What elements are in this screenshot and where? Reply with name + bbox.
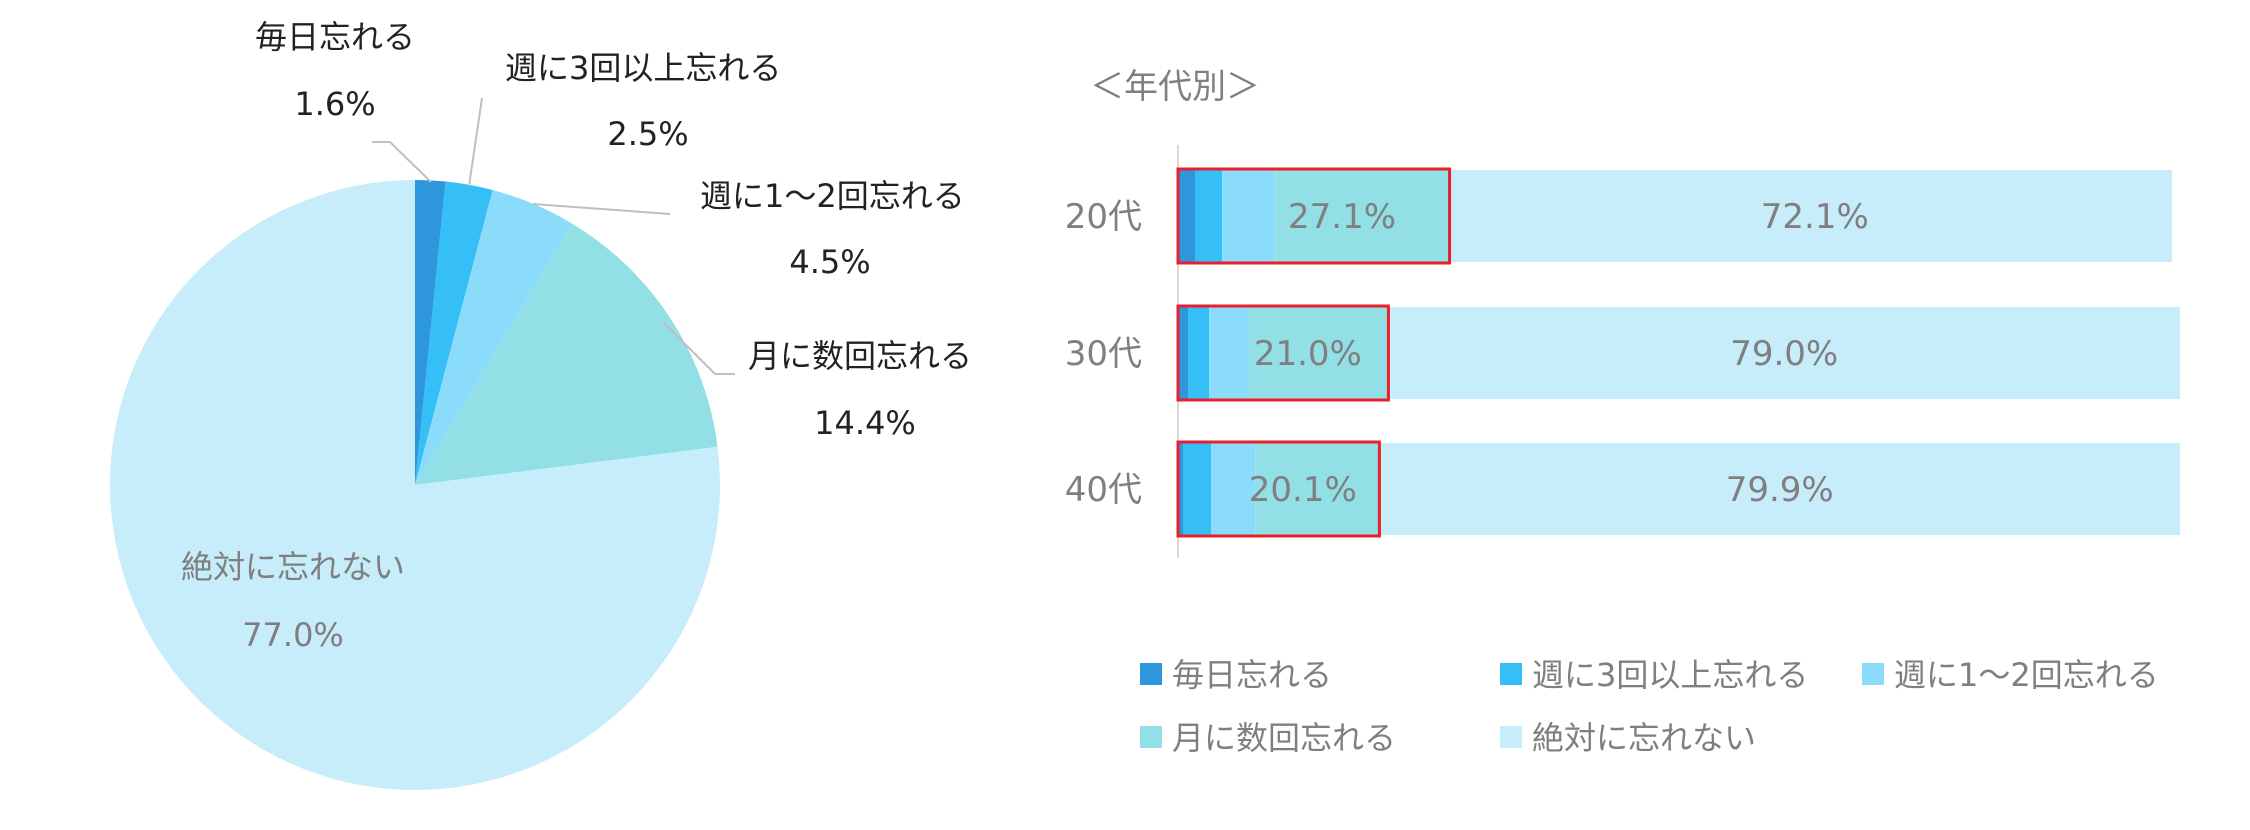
- bar-segment-monthly: [1249, 307, 1389, 399]
- bar-segment-weekly-1to2: [1209, 307, 1250, 399]
- legend-item-daily: 毎日忘れる: [1140, 656, 1332, 694]
- bar-segment-weekly-1to2: [1211, 443, 1256, 535]
- pie-slice-monthly: [415, 223, 718, 485]
- pie-chart: 毎日忘れる 1.6% 週に3回以上忘れる 2.5% 週に1～2回忘れる 4.5% 月に数回忘…: [109, 18, 972, 790]
- bar-segment-weekly-1to2: [1222, 170, 1276, 262]
- bar-segment-weekly-3plus: [1195, 170, 1223, 262]
- legend-label: 毎日忘れる: [1172, 656, 1332, 694]
- pie-value-monthly: 14.4%: [814, 404, 916, 442]
- bar-segment-weekly-3plus: [1183, 443, 1212, 535]
- legend-swatch: [1862, 663, 1884, 685]
- legend-swatch: [1500, 663, 1522, 685]
- bar-segment-daily: [1178, 170, 1196, 262]
- pie-labels: 毎日忘れる 1.6% 週に3回以上忘れる 2.5% 週に1～2回忘れる 4.5% 月に数回忘…: [181, 18, 972, 654]
- bar-segment-never: [1449, 170, 2172, 262]
- pie-value-never: 77.0%: [242, 616, 344, 654]
- pie-label-weekly-3plus: 週に3回以上忘れる: [505, 49, 781, 87]
- pie-slice-daily: [415, 180, 446, 485]
- leader-line-daily: [372, 141, 432, 183]
- forgetting-highlight-box: [1176, 167, 1452, 265]
- pie-value-weekly-1to2: 4.5%: [789, 243, 870, 281]
- bar-segment-monthly: [1255, 443, 1380, 535]
- category-label: 30代: [1065, 334, 1142, 374]
- pie-label-monthly: 月に数回忘れる: [748, 337, 972, 375]
- legend-item-monthly: 月に数回忘れる: [1140, 719, 1396, 757]
- bar-chart-title: ＜年代別＞: [1090, 67, 1260, 107]
- forgetting-total-label: 21.0%: [1254, 334, 1362, 374]
- legend-label: 週に3回以上忘れる: [1532, 656, 1808, 694]
- bar-row-3: 40代 20.1% 79.9%: [1065, 440, 2180, 538]
- leader-line-weekly-1to2: [532, 203, 671, 215]
- forgetting-highlight-box: [1176, 304, 1390, 402]
- forgetting-total-label: 27.1%: [1288, 197, 1396, 237]
- category-label: 20代: [1065, 197, 1142, 237]
- bar-segment-monthly: [1275, 170, 1450, 262]
- bar-row-1: 20代 27.1% 72.1%: [1065, 167, 2172, 265]
- pie-value-daily: 1.6%: [294, 85, 375, 123]
- bar-segment-daily: [1178, 307, 1189, 399]
- legend-item-never: 絶対に忘れない: [1500, 719, 1756, 757]
- legend-label: 絶対に忘れない: [1532, 719, 1756, 757]
- pie-slice-never: [109, 180, 720, 790]
- legend-swatch: [1140, 726, 1162, 748]
- bar-rows: 20代 27.1% 72.1% 30代 21.0% 79.0% 40代 20.1% 79.9%: [1065, 167, 2180, 538]
- pie-slice-weekly-1to2: [415, 190, 572, 485]
- pie-leader-lines: [372, 97, 735, 375]
- leader-line-monthly: [662, 321, 735, 375]
- bar-row-2: 30代 21.0% 79.0%: [1065, 304, 2180, 402]
- legend-label: 月に数回忘れる: [1172, 719, 1396, 757]
- never-value-label: 79.9%: [1726, 470, 1834, 510]
- pie-value-weekly-3plus: 2.5%: [607, 115, 688, 153]
- pie-slice-weekly-3plus: [415, 181, 493, 486]
- bar-segment-daily: [1178, 443, 1184, 535]
- category-label: 40代: [1065, 470, 1142, 510]
- forgetting-highlight-box: [1176, 440, 1381, 538]
- forgetting-total-label: 20.1%: [1249, 470, 1357, 510]
- legend-swatch: [1500, 726, 1522, 748]
- legend-label: 週に1～2回忘れる: [1894, 656, 2159, 694]
- legend-item-weekly-1to2: 週に1～2回忘れる: [1862, 656, 2159, 694]
- never-value-label: 72.1%: [1761, 197, 1869, 237]
- legend-swatch: [1140, 663, 1162, 685]
- legend-item-weekly-3plus: 週に3回以上忘れる: [1500, 656, 1808, 694]
- never-value-label: 79.0%: [1730, 334, 1838, 374]
- bar-segment-never: [1388, 307, 2180, 399]
- pie-label-never: 絶対に忘れない: [181, 548, 405, 586]
- pie-label-weekly-1to2: 週に1～2回忘れる: [700, 177, 965, 215]
- pie-slices: [109, 180, 720, 790]
- pie-label-daily: 毎日忘れる: [255, 18, 415, 56]
- bar-segment-never: [1379, 443, 2180, 535]
- stacked-bar-chart: ＜年代別＞ 20代 27.1% 72.1% 30代 21.0% 79.0% 40代 20.1%…: [1065, 67, 2180, 757]
- leader-line-weekly-3plus: [468, 97, 483, 187]
- bar-segment-weekly-3plus: [1188, 307, 1210, 399]
